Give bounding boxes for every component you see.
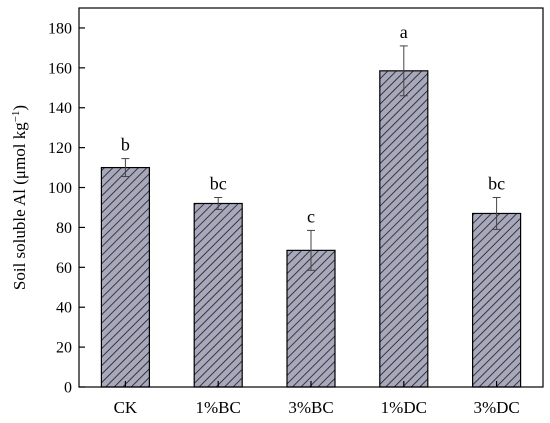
x-tick-label: 3%BC bbox=[288, 398, 333, 417]
y-tick-label: 100 bbox=[48, 180, 72, 197]
bar-CK bbox=[100, 166, 151, 388]
x-tick-label: 3%DC bbox=[473, 398, 519, 417]
bars-layer: b bc c a bc bbox=[100, 22, 522, 388]
x-tick-label: CK bbox=[114, 398, 138, 417]
x-tick-label: 1%BC bbox=[196, 398, 241, 417]
y-axis-title-main: Soil soluble Al (μmol kg bbox=[10, 122, 29, 290]
y-axis-title-close: ) bbox=[10, 105, 29, 111]
bar-1%DC bbox=[379, 70, 429, 388]
bar-1%BC bbox=[193, 202, 243, 388]
y-tick-label: 140 bbox=[48, 100, 72, 117]
plot-frame bbox=[78, 7, 544, 388]
y-tick-label: 160 bbox=[48, 60, 72, 77]
x-tick-label: 1%DC bbox=[381, 398, 427, 417]
y-tick-label: 180 bbox=[48, 20, 72, 37]
y-tick-label: 0 bbox=[64, 380, 72, 397]
y-axis-title: Soil soluble Al (μmol kg−1) bbox=[10, 105, 29, 290]
significance-label: c bbox=[307, 206, 315, 226]
y-axis: 0 20 40 60 80 100 120 140 160 180 bbox=[48, 20, 85, 397]
significance-label: a bbox=[400, 22, 408, 42]
y-tick-label: 20 bbox=[56, 340, 72, 357]
y-tick-label: 80 bbox=[56, 220, 72, 237]
y-tick-label: 120 bbox=[48, 140, 72, 157]
y-tick-label: 60 bbox=[56, 260, 72, 277]
bar-3%BC bbox=[286, 249, 336, 388]
significance-label: bc bbox=[488, 174, 505, 194]
y-tick-label: 40 bbox=[56, 300, 72, 317]
significance-label: b bbox=[121, 135, 130, 155]
significance-label: bc bbox=[210, 174, 227, 194]
y-axis-title-sup: −1 bbox=[10, 111, 22, 123]
x-axis: CK 1%BC 3%BC 1%DC 3%DC bbox=[114, 381, 520, 417]
bar-3%DC bbox=[472, 212, 522, 388]
